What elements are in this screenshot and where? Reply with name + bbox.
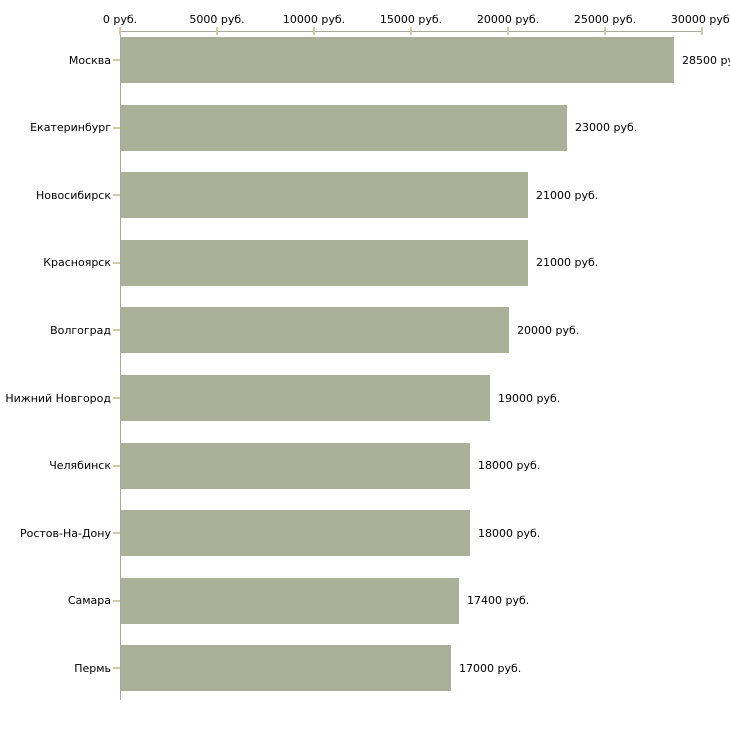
category-tick-mark — [113, 464, 120, 467]
value-label: 17400 руб. — [467, 594, 530, 608]
category-tick-mark — [113, 194, 120, 197]
category-tick-mark — [113, 397, 120, 399]
chart-row: Новосибирск 21000 руб. — [0, 172, 730, 219]
category-label: Красноярск — [43, 256, 111, 270]
bar — [121, 375, 490, 421]
y-axis-line — [120, 31, 121, 700]
value-label: 21000 руб. — [536, 256, 599, 270]
x-axis-tick-mark — [701, 27, 703, 35]
x-axis-tick-mark — [119, 27, 121, 35]
bar — [121, 239, 528, 286]
bar — [121, 577, 459, 624]
x-axis-tick-mark — [507, 27, 509, 35]
category-label: Ростов-На-Дону — [19, 526, 111, 540]
category-label: Пермь — [74, 661, 111, 675]
value-label: 23000 руб. — [575, 121, 638, 135]
chart-row: Нижний Новгород 19000 руб. — [0, 375, 730, 421]
category-label: Самара — [67, 594, 111, 608]
category-tick-mark — [113, 329, 120, 332]
bar — [121, 104, 567, 151]
category-tick-mark — [113, 126, 120, 129]
x-axis-tick-label: 20000 руб. — [476, 13, 540, 26]
category-label: Новосибирск — [35, 188, 111, 202]
category-label: Волгоград — [50, 323, 111, 337]
chart-row: Волгоград 20000 руб. — [0, 307, 730, 354]
x-axis-tick-mark — [410, 27, 412, 35]
x-axis-tick-label: 0 руб. — [102, 13, 138, 26]
value-label: 18000 руб. — [478, 459, 541, 473]
value-label: 19000 руб. — [498, 391, 561, 405]
x-axis-tick-label: 25000 руб. — [573, 13, 637, 26]
category-label: Челябинск — [49, 459, 111, 473]
x-axis-tick-label: 5000 руб. — [189, 13, 245, 26]
value-label: 21000 руб. — [536, 188, 599, 202]
chart-row: Челябинск 18000 руб. — [0, 442, 730, 489]
x-axis-tick-label: 30000 руб. — [670, 13, 730, 26]
category-tick-mark — [113, 532, 120, 535]
category-label: Екатеринбург — [30, 121, 111, 135]
x-axis-tick-mark — [604, 27, 606, 35]
chart-row: Москва 28500 руб. — [0, 37, 730, 83]
x-axis-tick-label: 15000 руб. — [379, 13, 443, 26]
chart-row: Красноярск 21000 руб. — [0, 239, 730, 286]
chart-row: Пермь 17000 руб. — [0, 645, 730, 692]
value-label: 17000 руб. — [459, 661, 522, 675]
bar — [121, 510, 470, 557]
category-tick-mark — [113, 667, 120, 670]
chart-row: Ростов-На-Дону 18000 руб. — [0, 510, 730, 557]
category-tick-mark — [113, 599, 120, 602]
category-label: Москва — [68, 53, 111, 67]
chart-row: Екатеринбург 23000 руб. — [0, 104, 730, 151]
chart-row: Самара 17400 руб. — [0, 577, 730, 624]
x-axis-tick-label: 10000 руб. — [282, 13, 346, 26]
bar — [121, 37, 674, 83]
value-label: 18000 руб. — [478, 526, 541, 540]
category-label: Нижний Новгород — [5, 391, 111, 405]
bar — [121, 307, 509, 354]
bar — [121, 442, 470, 489]
value-label: 20000 руб. — [517, 323, 580, 337]
value-label: 28500 руб. — [682, 53, 730, 67]
category-tick-mark — [113, 261, 120, 264]
category-tick-mark — [113, 59, 120, 61]
bar — [121, 172, 528, 219]
x-axis-tick-mark — [313, 27, 315, 35]
bar — [121, 645, 451, 692]
x-axis-tick-mark — [216, 27, 218, 35]
